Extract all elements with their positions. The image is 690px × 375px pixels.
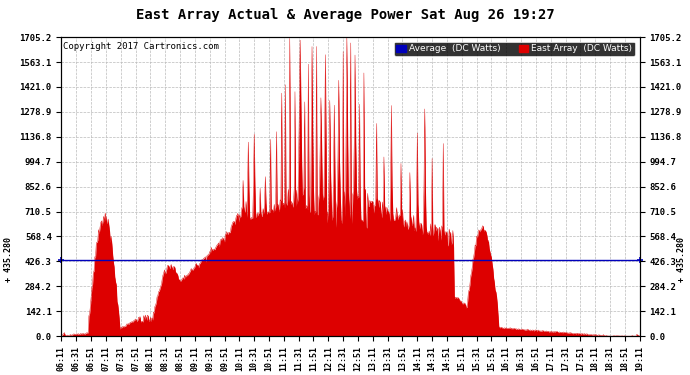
Text: + 435.280: + 435.280 bbox=[4, 237, 13, 282]
Legend: Average  (DC Watts), East Array  (DC Watts): Average (DC Watts), East Array (DC Watts… bbox=[394, 42, 635, 56]
Text: East Array Actual & Average Power Sat Aug 26 19:27: East Array Actual & Average Power Sat Au… bbox=[136, 8, 554, 21]
Text: + 435.280: + 435.280 bbox=[677, 237, 686, 282]
Text: Copyright 2017 Cartronics.com: Copyright 2017 Cartronics.com bbox=[63, 42, 219, 51]
